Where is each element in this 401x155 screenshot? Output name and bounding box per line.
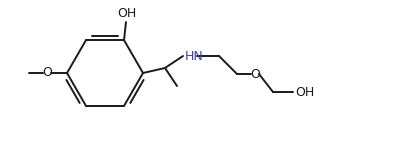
Text: HN: HN — [185, 49, 204, 62]
Text: OH: OH — [295, 86, 314, 100]
Text: O: O — [42, 66, 52, 80]
Text: O: O — [250, 67, 260, 80]
Text: OH: OH — [117, 7, 137, 20]
